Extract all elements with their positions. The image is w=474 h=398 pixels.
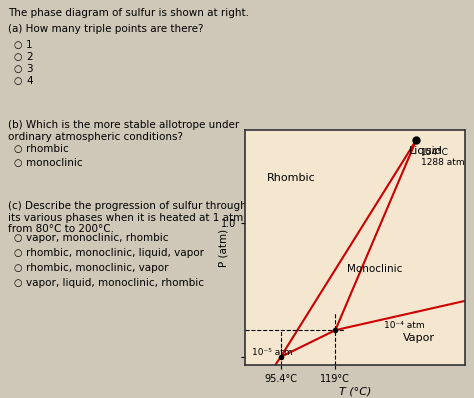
Text: 4: 4 bbox=[26, 76, 33, 86]
Text: 10⁻⁴ atm: 10⁻⁴ atm bbox=[384, 321, 425, 330]
Text: Vapor: Vapor bbox=[403, 333, 435, 343]
Text: ○: ○ bbox=[14, 278, 22, 288]
Text: rhombic, monoclinic, liquid, vapor: rhombic, monoclinic, liquid, vapor bbox=[26, 248, 204, 258]
Text: ○: ○ bbox=[14, 144, 22, 154]
Text: ○: ○ bbox=[14, 248, 22, 258]
Text: ○: ○ bbox=[14, 233, 22, 243]
Text: rhombic: rhombic bbox=[26, 144, 69, 154]
Text: Monoclinic: Monoclinic bbox=[347, 263, 402, 273]
Text: rhombic, monoclinic, vapor: rhombic, monoclinic, vapor bbox=[26, 263, 168, 273]
Text: (a) How many triple points are there?: (a) How many triple points are there? bbox=[8, 24, 203, 34]
Text: ○: ○ bbox=[14, 52, 22, 62]
Text: 10⁻⁵ atm: 10⁻⁵ atm bbox=[252, 348, 292, 357]
Text: ○: ○ bbox=[14, 64, 22, 74]
Text: vapor, liquid, monoclinic, rhombic: vapor, liquid, monoclinic, rhombic bbox=[26, 278, 204, 288]
Text: ○: ○ bbox=[14, 76, 22, 86]
X-axis label: T (°C): T (°C) bbox=[339, 387, 371, 397]
Text: P (atm): P (atm) bbox=[219, 228, 228, 267]
Text: 2: 2 bbox=[26, 52, 33, 62]
Text: Rhombic: Rhombic bbox=[267, 173, 316, 183]
Text: ○: ○ bbox=[14, 40, 22, 50]
Text: (c) Describe the progression of sulfur through
its various phases when it is hea: (c) Describe the progression of sulfur t… bbox=[8, 201, 247, 234]
Text: (b) Which is the more stable allotrope under
ordinary atmospheric conditions?: (b) Which is the more stable allotrope u… bbox=[8, 120, 239, 142]
Text: monoclinic: monoclinic bbox=[26, 158, 82, 168]
Text: Liquid: Liquid bbox=[409, 146, 443, 156]
Text: ○: ○ bbox=[14, 158, 22, 168]
Text: ○: ○ bbox=[14, 263, 22, 273]
Text: 1: 1 bbox=[26, 40, 33, 50]
Text: 3: 3 bbox=[26, 64, 33, 74]
Text: The phase diagram of sulfur is shown at right.: The phase diagram of sulfur is shown at … bbox=[8, 8, 249, 18]
Text: 154°C
1288 atm: 154°C 1288 atm bbox=[421, 148, 465, 167]
Text: vapor, monoclinic, rhombic: vapor, monoclinic, rhombic bbox=[26, 233, 168, 243]
